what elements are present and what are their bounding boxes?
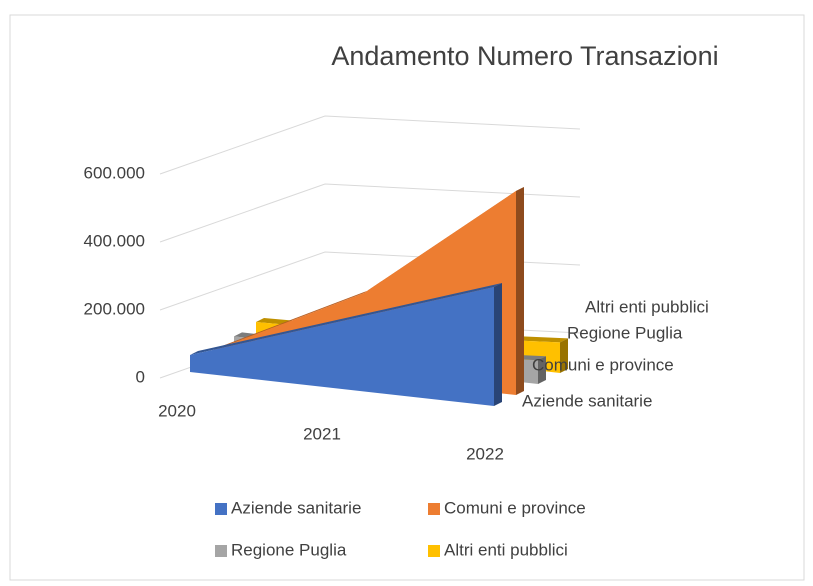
area-side (516, 187, 524, 395)
legend-label: Altri enti pubblici (444, 540, 568, 559)
x-tick-label: 2021 (303, 424, 341, 443)
area-side (560, 338, 568, 373)
legend-swatch (215, 545, 227, 557)
y-tick-label: 0 (136, 367, 145, 386)
legend-label: Regione Puglia (231, 540, 347, 559)
area-top (190, 283, 502, 355)
y-tick-label: 200.000 (84, 299, 145, 318)
grid-line (159, 183, 581, 243)
depth-label: Regione Puglia (567, 323, 683, 342)
depth-label: Aziende sanitarie (522, 391, 652, 410)
y-tick-label: 600.000 (84, 163, 145, 182)
area (190, 287, 494, 406)
chart-title: Andamento Numero Transazioni (331, 41, 718, 71)
legend-label: Comuni e province (444, 498, 586, 517)
x-tick-label: 2020 (158, 401, 196, 420)
legend-swatch (428, 545, 440, 557)
area-side (538, 356, 546, 384)
depth-label: Altri enti pubblici (585, 297, 709, 316)
y-tick-label: 400.000 (84, 231, 145, 250)
x-tick-label: 2022 (466, 444, 504, 463)
depth-label: Comuni e province (532, 355, 674, 374)
legend-swatch (428, 503, 440, 515)
area-side (494, 283, 502, 406)
grid-line (159, 115, 581, 175)
legend-label: Aziende sanitarie (231, 498, 361, 517)
legend-swatch (215, 503, 227, 515)
